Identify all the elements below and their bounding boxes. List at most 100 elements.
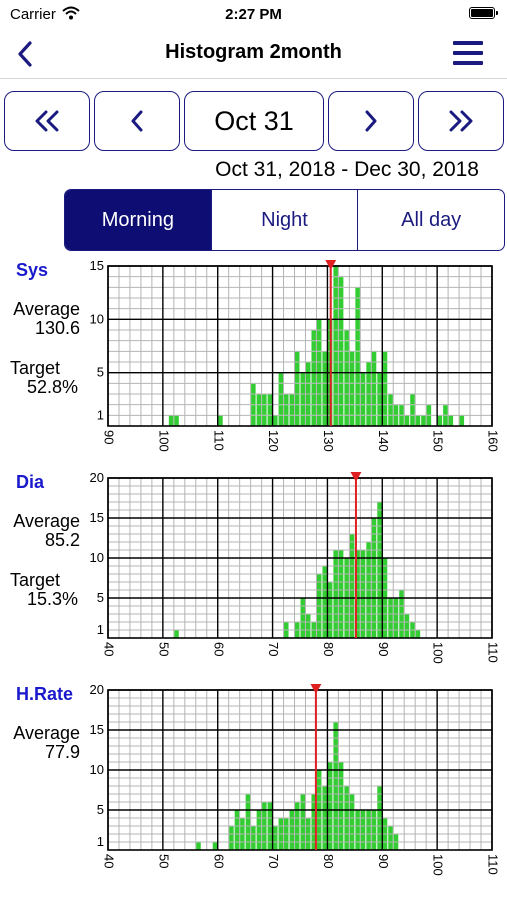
- histogram-bar-cell: [410, 622, 415, 630]
- histogram-bar-cell: [311, 383, 316, 394]
- histogram-bar-cell: [295, 842, 300, 850]
- histogram-bar-cell: [355, 309, 360, 319]
- histogram-bar-cell: [322, 818, 327, 826]
- plot-frame: [107, 477, 493, 639]
- histogram-bar-cell: [338, 309, 344, 319]
- histogram-bar-cell: [366, 415, 371, 426]
- x-tick-label: 50: [156, 642, 171, 656]
- histogram-bar-cell: [168, 415, 174, 426]
- histogram-bar-cell: [344, 818, 349, 826]
- histogram-bar-cell: [344, 351, 349, 362]
- histogram-bar-cell: [388, 405, 393, 415]
- histogram-bar-cell: [371, 542, 377, 550]
- tab-all-day[interactable]: All day: [357, 190, 504, 250]
- histogram-bar: [338, 277, 344, 426]
- x-tick-label: 110: [211, 430, 226, 451]
- histogram-bar-cell: [338, 834, 344, 842]
- x-tick-label: 60: [211, 642, 226, 656]
- histogram-bar: [305, 614, 311, 638]
- histogram-bar-cell: [322, 590, 327, 598]
- histogram-bar-cell: [295, 834, 300, 842]
- histogram-bar-cell: [366, 614, 371, 622]
- histogram-bar-cell: [349, 606, 355, 614]
- histogram-bar: [366, 810, 371, 850]
- histogram-bar: [295, 802, 300, 850]
- histogram-bar-cell: [300, 394, 305, 405]
- histogram-bar: [371, 518, 377, 638]
- histogram-bar-cell: [245, 794, 251, 802]
- back-button[interactable]: [8, 36, 44, 72]
- histogram-bar-cell: [327, 770, 333, 778]
- histogram-bar: [338, 762, 344, 850]
- histogram-bar-cell: [377, 786, 382, 794]
- histogram-bar-cell: [371, 622, 377, 630]
- histogram-bar-cell: [388, 842, 393, 850]
- tab-night[interactable]: Night: [210, 190, 358, 250]
- histogram-bar-cell: [289, 826, 295, 834]
- histogram-bar-cell: [338, 341, 344, 351]
- histogram-bar-cell: [251, 394, 256, 405]
- histogram-bar: [360, 810, 366, 850]
- histogram-bar-cell: [410, 394, 415, 405]
- histogram-bar-cell: [305, 383, 311, 394]
- histogram-bar-cell: [355, 383, 360, 394]
- histogram-bar: [311, 330, 316, 426]
- histogram-bar: [327, 582, 333, 638]
- histogram-bar-cell: [404, 614, 410, 622]
- histogram-bar-cell: [404, 415, 410, 426]
- histogram-bar: [295, 351, 300, 426]
- histogram-bar-cell: [316, 794, 322, 802]
- histogram-bar-cell: [349, 566, 355, 574]
- next-period-fast-button[interactable]: [418, 91, 504, 151]
- histogram-bar-cell: [234, 810, 240, 818]
- histogram-bar-cell: [371, 834, 377, 842]
- histogram-bar-cell: [393, 405, 399, 415]
- histogram-bar-cell: [338, 415, 344, 426]
- histogram-bar-cell: [333, 802, 338, 810]
- histogram-bar-cell: [459, 415, 465, 426]
- double-chevron-right-icon: [449, 110, 473, 132]
- previous-period-fast-button[interactable]: [4, 91, 90, 151]
- histogram-bar-cell: [311, 826, 316, 834]
- histogram-bar-cell: [344, 842, 349, 850]
- histogram-bar-cell: [371, 582, 377, 590]
- histogram-bar-cell: [338, 566, 344, 574]
- histogram-bar-cell: [316, 614, 322, 622]
- chevron-left-icon: [18, 41, 32, 67]
- histogram-bar-cell: [349, 630, 355, 638]
- histogram-bar-cell: [240, 818, 245, 826]
- histogram-bar-cell: [322, 582, 327, 590]
- histogram-bar-cell: [278, 842, 284, 850]
- histogram-bar-cell: [322, 574, 327, 582]
- histogram-bar-cell: [316, 362, 322, 373]
- histogram-bar-cell: [295, 802, 300, 810]
- histogram-bar-cell: [316, 351, 322, 362]
- histogram-bar-cell: [360, 606, 366, 614]
- tab-morning[interactable]: Morning: [65, 190, 211, 250]
- histogram-bar-cell: [316, 834, 322, 842]
- histogram-bar: [234, 810, 240, 850]
- y-tick-label: 15: [90, 722, 104, 737]
- histogram-bar-cell: [322, 810, 327, 818]
- histogram-bar-cell: [355, 826, 360, 834]
- current-date-button[interactable]: Oct 31: [184, 91, 324, 151]
- sys-average-value: 130.6: [34, 318, 80, 338]
- x-tick-label: 40: [102, 854, 117, 868]
- histogram-bar-cell: [311, 818, 316, 826]
- next-period-button[interactable]: [328, 91, 414, 151]
- histogram-bar-cell: [366, 810, 371, 818]
- histogram-bar-cell: [316, 394, 322, 405]
- histogram-bar-cell: [338, 582, 344, 590]
- histogram-bar-cell: [371, 558, 377, 566]
- date-navigator: Oct 31: [0, 91, 507, 153]
- menu-button[interactable]: [453, 40, 483, 66]
- histogram-bar-cell: [316, 373, 322, 383]
- histogram-bar-cell: [355, 351, 360, 362]
- histogram-bar-cell: [333, 373, 338, 383]
- histogram-bar-cell: [316, 622, 322, 630]
- previous-period-button[interactable]: [94, 91, 180, 151]
- histogram-bar-cell: [322, 834, 327, 842]
- current-date-label: Oct 31: [214, 105, 294, 136]
- histogram-bar-cell: [388, 826, 393, 834]
